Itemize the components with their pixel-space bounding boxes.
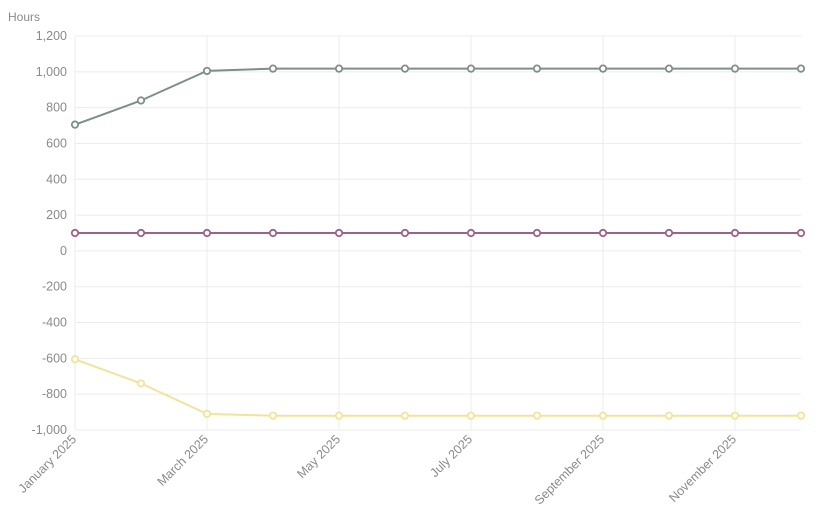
y-tick-label: -1,000: [32, 423, 67, 437]
series-1-point: [400, 64, 410, 73]
series-1-point: [268, 64, 278, 73]
series-2-point: [532, 228, 542, 238]
series-3-line: [74, 358, 801, 417]
series-2-point: [136, 228, 146, 238]
x-tick-label: September 2025: [532, 432, 607, 507]
series-1-point: [664, 64, 674, 73]
series-2-point: [730, 228, 740, 238]
series-2-point: [796, 228, 806, 238]
series-1-point: [532, 64, 542, 73]
series-2-point: [598, 228, 608, 238]
series-2-point: [400, 228, 410, 238]
series-3-point: [664, 411, 674, 420]
y-tick-label: 1,200: [36, 29, 67, 43]
x-tick-label: May 2025: [294, 432, 343, 481]
series-3-point: [70, 355, 80, 364]
series-1-line: [74, 67, 801, 126]
y-tick-label: -800: [42, 387, 67, 401]
series-3-point: [334, 411, 344, 420]
x-tick-label: November 2025: [666, 432, 739, 505]
series-3-point: [202, 409, 212, 418]
x-tick-label: July 2025: [427, 432, 475, 480]
series-3-point: [136, 379, 146, 388]
y-tick-label: -600: [42, 351, 67, 365]
series-1-point: [796, 64, 806, 73]
series-1-point: [598, 64, 608, 73]
y-tick-label: 0: [60, 244, 67, 258]
series-3-point: [466, 411, 476, 420]
y-tick-label: 400: [46, 172, 67, 186]
y-tick-label: -400: [42, 316, 67, 330]
y-tick-label: 600: [46, 136, 67, 150]
series-2-point: [466, 228, 476, 238]
series-2-point: [268, 228, 278, 238]
series-1-point: [334, 64, 344, 73]
series-3-point: [400, 411, 410, 420]
series-1-point: [136, 96, 146, 105]
series-2-point: [202, 228, 212, 238]
series-1-point: [202, 66, 212, 76]
series-1-point: [70, 120, 80, 129]
series-1-point: [730, 64, 740, 73]
y-axis-unit-label: Hours: [8, 10, 41, 24]
series-3-point: [268, 411, 278, 420]
series-3-point: [796, 411, 806, 420]
x-tick-label: January 2025: [16, 432, 79, 495]
series-2-point: [334, 228, 344, 238]
series-3-point: [730, 411, 740, 420]
y-tick-label: 800: [46, 101, 67, 115]
series-3-point: [532, 411, 542, 420]
series-2-point: [70, 228, 80, 238]
y-tick-label: -200: [42, 280, 67, 294]
y-tick-label: 1,000: [36, 65, 67, 79]
series-1-point: [466, 64, 476, 73]
series-3-point: [598, 411, 608, 420]
series-2-point: [664, 228, 674, 238]
x-tick-label: March 2025: [155, 432, 212, 489]
y-tick-label: 200: [46, 208, 67, 222]
